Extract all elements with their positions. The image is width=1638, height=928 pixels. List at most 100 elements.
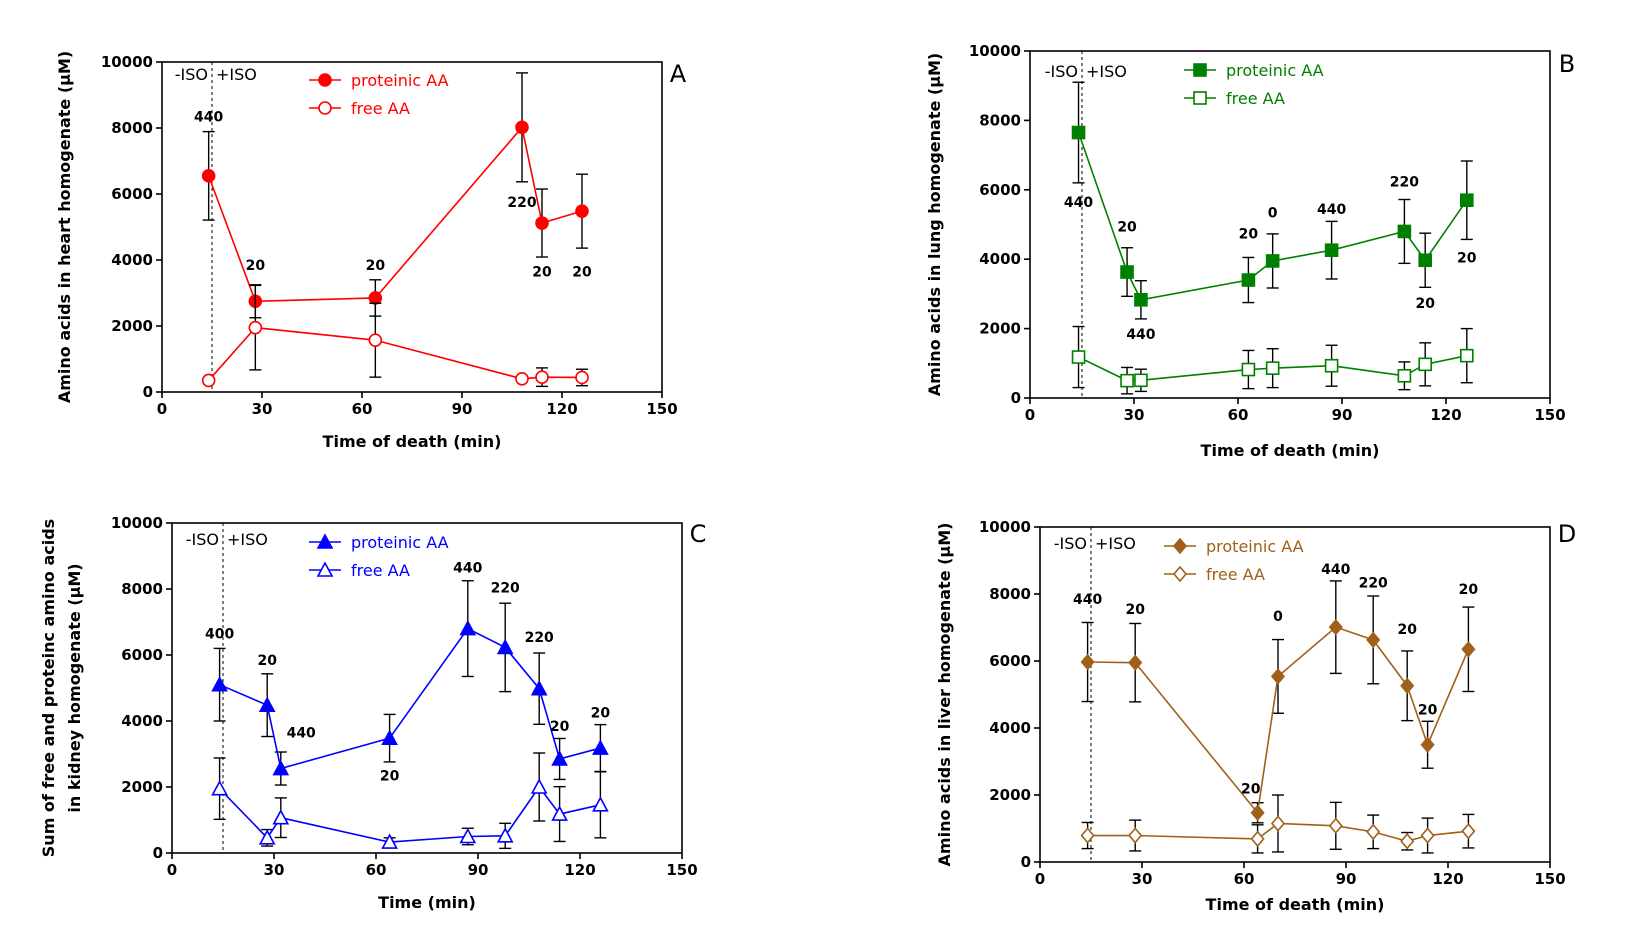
sample-annotation: 0 (1273, 609, 1283, 625)
sample-annotation: 440 (1073, 592, 1102, 608)
series-line (207, 125, 583, 303)
sample-annotation: 400 (205, 627, 234, 643)
y-tick-label: 10000 (101, 53, 153, 71)
sample-annotation: 20 (1457, 251, 1477, 267)
data-point (1128, 827, 1143, 844)
sample-annotation: 440 (1064, 195, 1093, 211)
data-point (1241, 273, 1256, 287)
x-tick-label: 30 (1132, 870, 1153, 888)
data-point (496, 638, 514, 655)
data-point (272, 759, 290, 776)
x-tick-label: 90 (468, 861, 489, 879)
plot-frame (171, 522, 683, 854)
legend-label: free AA (1206, 565, 1265, 584)
y-tick-label: 4000 (989, 719, 1031, 737)
legend-marker (318, 73, 332, 87)
y-tick-label: 2000 (121, 778, 163, 796)
data-point (1461, 641, 1476, 658)
x-tick-label: 30 (264, 861, 285, 879)
data-point (1420, 827, 1435, 844)
data-point (1071, 350, 1086, 364)
sample-annotation: 440 (1126, 327, 1155, 343)
data-point (1080, 827, 1095, 844)
sample-annotation: 20 (1125, 602, 1145, 618)
x-tick-label: 120 (1430, 406, 1461, 424)
data-point (258, 696, 276, 712)
y-tick-label: 2000 (989, 786, 1031, 804)
data-point (258, 829, 276, 845)
panel-letter: D (1558, 520, 1576, 548)
legend-label: proteinic AA (1226, 61, 1324, 80)
y-tick-label: 10000 (969, 42, 1021, 60)
y-tick-label: 2000 (111, 317, 153, 335)
data-point (381, 729, 398, 745)
x-tick-label: 30 (252, 400, 273, 418)
y-tick-label: 0 (153, 844, 163, 862)
iso-before-label: -ISO (175, 65, 208, 84)
sample-annotation: 20 (1459, 582, 1479, 598)
y-tick-label: 4000 (979, 250, 1021, 268)
y-tick-label: 0 (1011, 389, 1021, 407)
series-line (219, 627, 601, 770)
series-proteinic: proteinic AA (201, 71, 589, 319)
data-point (1265, 254, 1280, 268)
sample-annotation: 220 (491, 580, 520, 596)
panel-c: 0 30 60 90 120 150 0 2000 4000 6000 8000 10000 Time … (39, 514, 706, 912)
data-point (515, 371, 529, 386)
sample-annotation: 220 (1359, 575, 1388, 591)
legend-label: proteinic AA (1206, 537, 1304, 556)
data-point (535, 216, 549, 230)
sample-annotation: 20 (257, 653, 277, 669)
legend-label: free AA (1226, 89, 1285, 108)
data-point (1328, 618, 1343, 636)
x-tick-label: 0 (167, 861, 177, 879)
y-tick-label: 6000 (989, 652, 1031, 670)
sample-annotation: 0 (1268, 206, 1278, 222)
x-tick-label: 60 (1234, 870, 1255, 888)
panel-d: 0 30 60 90 120 150 0 2000 4000 6000 8000 10000 Time … (935, 518, 1576, 914)
series-free: free AA (1071, 89, 1474, 395)
legend-marker (1172, 565, 1188, 583)
legend-marker (316, 561, 334, 577)
sample-annotation: 440 (1321, 562, 1350, 578)
x-tick-label: 120 (1432, 870, 1463, 888)
data-point (1366, 823, 1381, 841)
x-axis-title: Time of death (min) (323, 432, 502, 451)
data-point (1418, 253, 1432, 268)
data-point (459, 827, 477, 844)
data-point (496, 827, 514, 843)
data-point (1397, 368, 1412, 383)
data-point (551, 750, 568, 766)
data-point (272, 809, 290, 825)
plot-frame (161, 61, 663, 393)
sample-annotation: 220 (1390, 174, 1419, 190)
y-axis-title-line2: in kidney homogenate (μM) (65, 563, 84, 812)
data-point (575, 370, 589, 385)
data-point (1460, 348, 1474, 363)
series-free: free AA (1080, 565, 1476, 854)
x-tick-label: 120 (546, 400, 577, 418)
x-axis-title: Time of death (min) (1201, 441, 1380, 460)
y-tick-label: 8000 (979, 111, 1021, 129)
panel-letter: C (690, 520, 707, 548)
data-point (530, 778, 548, 794)
series-free: free AA (201, 99, 589, 388)
sample-annotation: 440 (453, 561, 482, 577)
iso-after-label: +ISO (227, 530, 268, 549)
data-point (1250, 830, 1265, 848)
legend-marker (316, 533, 334, 549)
sample-annotation: 20 (1418, 703, 1438, 719)
y-tick-label: 0 (1021, 853, 1031, 871)
legend-label: proteinic AA (351, 533, 449, 552)
data-point (368, 333, 383, 347)
sample-annotation: 440 (287, 726, 316, 742)
data-point (201, 169, 216, 183)
y-tick-label: 2000 (979, 320, 1021, 338)
y-tick-label: 8000 (989, 585, 1031, 603)
series-line (208, 326, 583, 381)
y-tick-label: 10000 (979, 518, 1031, 536)
x-tick-label: 90 (1336, 870, 1357, 888)
x-tick-label: 0 (1025, 406, 1035, 424)
data-point (1250, 804, 1265, 821)
